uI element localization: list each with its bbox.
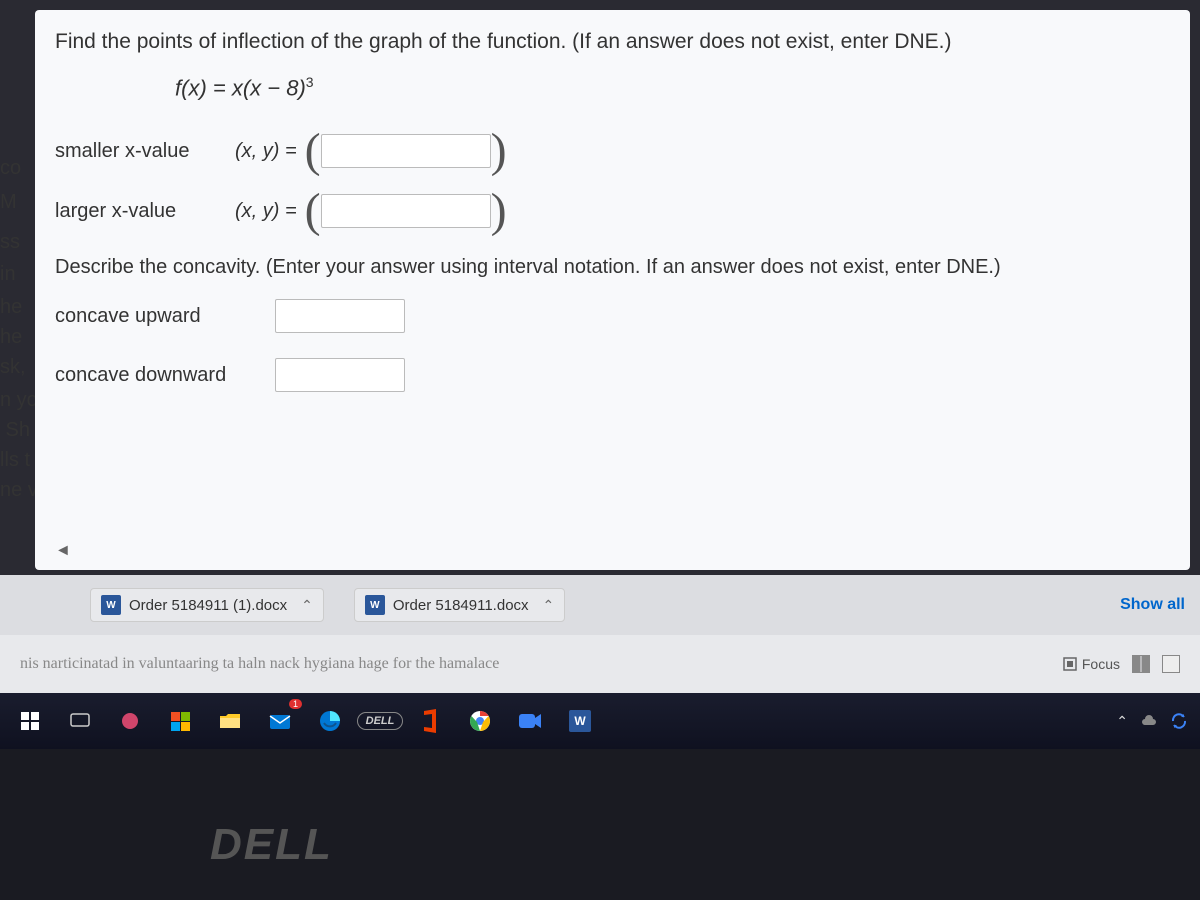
edge-icon[interactable]: [312, 703, 348, 739]
sync-icon[interactable]: [1170, 712, 1188, 730]
function-definition: f(x) = x(x − 8)3: [175, 74, 1170, 101]
xy-label: (x, y) =: [235, 140, 297, 163]
edge-fragment: lls t: [0, 448, 35, 472]
question-prompt: Find the points of inflection of the gra…: [55, 30, 1170, 54]
task-view-icon[interactable]: [62, 703, 98, 739]
download-filename: Order 5184911 (1).docx: [129, 597, 287, 614]
chevron-up-icon[interactable]: ⌃: [1116, 713, 1128, 730]
word-doc-icon: W: [365, 595, 385, 615]
word-doc-icon: W: [101, 595, 121, 615]
edge-fragment: sk,: [0, 355, 35, 379]
camera-icon[interactable]: [512, 703, 548, 739]
focus-icon: [1062, 656, 1078, 672]
larger-x-input[interactable]: [321, 194, 491, 228]
concave-upward-label: concave upward: [55, 305, 275, 328]
edge-fragment: he: [0, 295, 35, 319]
larger-x-row: larger x-value (x, y) = ( ): [55, 191, 1170, 231]
edge-fragment: he: [0, 325, 35, 349]
question-panel: Find the points of inflection of the gra…: [35, 10, 1190, 570]
download-item[interactable]: W Order 5184911 (1).docx ⌃: [90, 588, 324, 622]
microsoft-store-icon[interactable]: [162, 703, 198, 739]
chevron-up-icon[interactable]: ⌃: [301, 597, 313, 614]
dell-logo: DELL: [210, 820, 333, 870]
cloud-icon[interactable]: [1140, 712, 1158, 730]
smaller-x-label: smaller x-value: [55, 140, 235, 163]
edge-fragment: n yo: [0, 388, 35, 412]
chevron-up-icon[interactable]: ⌃: [543, 597, 555, 614]
edge-fragment: Sh: [0, 418, 35, 442]
view-controls: Focus: [1062, 655, 1180, 673]
downloads-bar: W Order 5184911 (1).docx ⌃ W Order 51849…: [0, 575, 1200, 635]
concave-downward-row: concave downward: [55, 358, 1170, 392]
focus-button[interactable]: Focus: [1062, 656, 1120, 672]
left-paren-icon: (: [305, 131, 321, 171]
dell-badge[interactable]: DELL: [362, 703, 398, 739]
print-layout-icon[interactable]: [1162, 655, 1180, 673]
mail-icon[interactable]: 1: [262, 703, 298, 739]
concavity-prompt: Describe the concavity. (Enter your answ…: [55, 256, 1170, 279]
edge-fragment: ne vi: [0, 478, 35, 502]
download-filename: Order 5184911.docx: [393, 597, 529, 614]
start-button[interactable]: [12, 703, 48, 739]
document-text-fragment: nis narticinatad in valuntaaring ta haln…: [20, 655, 499, 673]
file-explorer-icon[interactable]: [212, 703, 248, 739]
windows-taskbar: 1 DELL W ⌃: [0, 693, 1200, 749]
edge-fragment: co: [0, 156, 35, 180]
larger-x-label: larger x-value: [55, 200, 235, 223]
chat-icon[interactable]: [112, 703, 148, 739]
concave-upward-input[interactable]: [275, 299, 405, 333]
concave-downward-label: concave downward: [55, 364, 275, 387]
smaller-x-row: smaller x-value (x, y) = ( ): [55, 131, 1170, 171]
scroll-left-icon[interactable]: ◄: [55, 542, 71, 560]
chrome-icon[interactable]: [462, 703, 498, 739]
right-paren-icon: ): [491, 131, 507, 171]
concave-downward-input[interactable]: [275, 358, 405, 392]
left-paren-icon: (: [305, 191, 321, 231]
edge-fragment: in: [0, 262, 35, 286]
laptop-bezel: DELL: [0, 749, 1200, 900]
read-mode-icon[interactable]: [1132, 655, 1150, 673]
concave-upward-row: concave upward: [55, 299, 1170, 333]
edge-fragment: ss: [0, 230, 35, 254]
xy-label: (x, y) =: [235, 200, 297, 223]
right-paren-icon: ): [491, 191, 507, 231]
show-all-link[interactable]: Show all: [1120, 596, 1185, 614]
smaller-x-input[interactable]: [321, 134, 491, 168]
word-app-icon[interactable]: W: [562, 703, 598, 739]
office-icon[interactable]: [412, 703, 448, 739]
edge-fragment: M: [0, 190, 35, 214]
download-item[interactable]: W Order 5184911.docx ⌃: [354, 588, 565, 622]
word-status-bar: nis narticinatad in valuntaaring ta haln…: [0, 635, 1200, 693]
